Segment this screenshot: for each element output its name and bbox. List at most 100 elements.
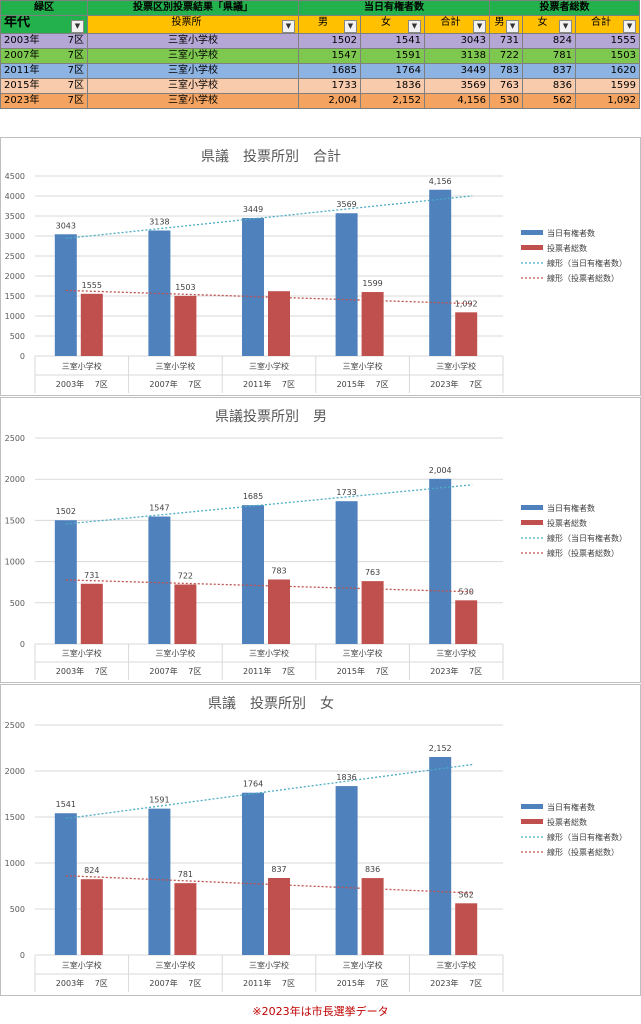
cell[interactable]: 3449 [423, 63, 491, 79]
station-column-header[interactable]: 投票所 ▼ [87, 15, 299, 34]
station-cell[interactable]: 三室小学校 [87, 48, 299, 64]
chart-title: 県議 投票所別 女 [208, 695, 334, 712]
total-column-header[interactable]: 合計 ▼ [423, 15, 491, 34]
legend-swatch [521, 520, 543, 525]
female2-column-header[interactable]: 女 ▼ [522, 15, 577, 34]
cell[interactable]: 562 [522, 93, 577, 109]
bar [268, 877, 290, 955]
district-header: 緑区 [0, 0, 88, 16]
data-label: 781 [178, 870, 193, 879]
cell[interactable]: 2,004 [298, 93, 361, 109]
filter-active-icon[interactable]: ▼ [282, 20, 295, 33]
cell[interactable]: 1547 [298, 48, 361, 64]
chart-female[interactable]: 県議 投票所別 女 0 500 1000 1500 2000 2500 1541 1591 176… [0, 684, 641, 996]
cell[interactable]: 1591 [360, 48, 425, 64]
data-label: 763 [365, 568, 380, 577]
male2-column-header[interactable]: 男 ▼ [489, 15, 524, 34]
bar [268, 291, 290, 356]
female-column-header[interactable]: 女 ▼ [360, 15, 425, 34]
station-cell[interactable]: 三室小学校 [87, 93, 299, 109]
y-tick-label: 0 [20, 352, 25, 361]
data-label: 837 [271, 865, 286, 874]
year-cell[interactable]: 2023年 7区 [0, 93, 88, 109]
male-column-header[interactable]: 男 ▼ [298, 15, 361, 34]
year-cell[interactable]: 2003年 7区 [0, 33, 88, 49]
cell[interactable]: 2,152 [360, 93, 425, 109]
station-cell[interactable]: 三室小学校 [87, 78, 299, 94]
data-label: 2,152 [429, 744, 452, 753]
x-tick-label: 三室小学校 [436, 361, 476, 371]
x-tick-label: 三室小学校 [343, 960, 383, 970]
x-tick-label: 三室小学校 [249, 361, 289, 371]
y-tick-label: 2500 [5, 434, 25, 443]
y-tick-label: 2000 [5, 272, 25, 281]
x-tick-label-year: 2011年 7区 [243, 666, 295, 676]
bar [174, 295, 197, 356]
cell[interactable]: 836 [522, 78, 577, 94]
bar [361, 292, 384, 356]
chart-total[interactable]: 県議 投票所別 合計 0 500 1000 1500 2000 2500 3000 3500 40… [0, 137, 641, 396]
bar [361, 878, 384, 955]
cell[interactable]: 837 [522, 63, 577, 79]
cell[interactable]: 1620 [575, 63, 641, 79]
x-tick-label-year: 2011年 7区 [243, 978, 295, 988]
year-cell[interactable]: 2015年 7区 [0, 78, 88, 94]
filter-dropdown-icon[interactable]: ▼ [71, 20, 84, 33]
table-row: 2003年 7区 三室小学校 1502 1541 3043 731 824 155… [0, 33, 641, 49]
cell[interactable]: 781 [522, 48, 577, 64]
bar [80, 583, 103, 644]
cell[interactable]: 3569 [423, 78, 491, 94]
data-label: 824 [84, 866, 99, 875]
y-tick-label: 1500 [5, 813, 25, 822]
legend-label: 投票者総数 [547, 817, 587, 827]
cell[interactable]: 1502 [298, 33, 361, 49]
cell[interactable]: 1503 [575, 48, 641, 64]
cell[interactable]: 1555 [575, 33, 641, 49]
data-label: 1733 [336, 488, 356, 497]
y-tick-label: 2500 [5, 252, 25, 261]
year-cell[interactable]: 2011年 7区 [0, 63, 88, 79]
total2-column-header[interactable]: 合計 ▼ [575, 15, 641, 34]
cell[interactable]: 1764 [360, 63, 425, 79]
data-label: 731 [84, 571, 99, 580]
filter-dropdown-icon[interactable]: ▼ [623, 20, 637, 33]
y-tick-label: 2000 [5, 767, 25, 776]
x-tick-label: 三室小学校 [436, 648, 476, 658]
filter-dropdown-icon[interactable]: ▼ [408, 20, 421, 33]
filter-dropdown-icon[interactable]: ▼ [473, 20, 487, 33]
cell[interactable]: 763 [489, 78, 524, 94]
cell[interactable]: 824 [522, 33, 577, 49]
cell[interactable]: 731 [489, 33, 524, 49]
x-tick-label-year: 2003年 7区 [56, 978, 108, 988]
cell[interactable]: 530 [489, 93, 524, 109]
cell[interactable]: 1,092 [575, 93, 641, 109]
bar [361, 581, 384, 644]
cell[interactable]: 3043 [423, 33, 491, 49]
year-cell[interactable]: 2007年 7区 [0, 48, 88, 64]
cell[interactable]: 783 [489, 63, 524, 79]
cell[interactable]: 722 [489, 48, 524, 64]
filter-dropdown-icon[interactable]: ▼ [506, 20, 520, 33]
cell[interactable]: 1541 [360, 33, 425, 49]
legend-label: 当日有権者数 [547, 802, 595, 812]
cell[interactable]: 1599 [575, 78, 641, 94]
station-cell[interactable]: 三室小学校 [87, 63, 299, 79]
cell[interactable]: 4,156 [423, 93, 491, 109]
era-column-header[interactable]: 年代 ▼ [0, 15, 88, 34]
station-cell[interactable]: 三室小学校 [87, 33, 299, 49]
filter-dropdown-icon[interactable]: ▼ [344, 20, 357, 33]
bar [80, 293, 103, 356]
x-tick-label: 三室小学校 [155, 361, 195, 371]
cell[interactable]: 1685 [298, 63, 361, 79]
bar [174, 883, 197, 955]
y-tick-label: 4500 [5, 172, 25, 181]
data-label: 836 [365, 865, 380, 874]
cell[interactable]: 1733 [298, 78, 361, 94]
cell[interactable]: 3138 [423, 48, 491, 64]
y-tick-label: 500 [10, 332, 25, 341]
chart-male[interactable]: 県議投票所別 男 0 500 1000 1500 2000 2500 1502 1547 1685… [0, 397, 641, 683]
x-tick-label-year: 2015年 7区 [337, 666, 389, 676]
filter-dropdown-icon[interactable]: ▼ [559, 20, 573, 33]
x-tick-label: 三室小学校 [155, 960, 195, 970]
cell[interactable]: 1836 [360, 78, 425, 94]
